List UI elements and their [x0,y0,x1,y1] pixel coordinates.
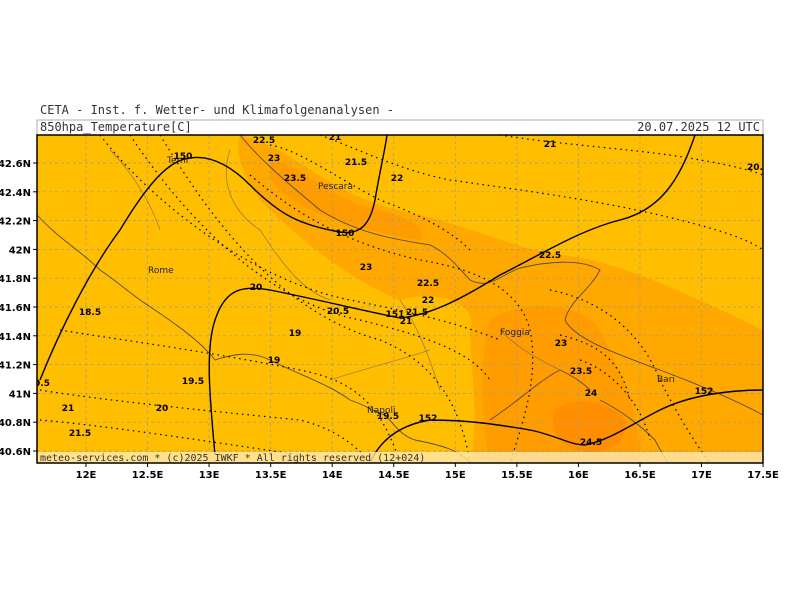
contour-label: 23.5 [570,367,592,377]
map-area: Terni Pescara Rome Foggia Napoli Bari 21 22.5 15… [34,133,763,464]
city-label: Napoli [367,406,395,416]
contour-label: 19 [268,356,281,366]
lat-label: 41.8N [0,274,31,285]
header-field: 850hpa_Temperature[C] [40,120,192,134]
contour-label: 19.5 [182,377,204,387]
contour-label: 23 [268,154,281,164]
geopotential-151 [208,135,696,456]
lat-label: 40.6N [0,447,31,458]
contour-label: 21.5 [406,308,428,318]
isotherms-east [249,135,763,463]
lat-label: 41.4N [0,332,31,343]
contour-label: 22 [422,296,435,306]
contour-label: 21.5 [345,158,367,168]
footer-copyright: meteo-services.com * (c)2025 IWKF * All … [40,453,425,464]
lat-label: 41.6N [0,303,31,314]
header-datetime: 20.07.2025 12 UTC [637,120,760,134]
contour-label: 22.5 [539,251,561,261]
contour-label: 24.5 [580,438,602,448]
coastline-adriatic [239,135,763,416]
field-hottest [553,401,626,453]
lon-label: 16.5E [624,470,656,481]
contour-label: 22.5 [417,279,439,289]
contour-label: 21.5 [69,429,91,439]
contour-label: 150 [336,229,355,239]
lat-label: 40.8N [0,418,31,429]
lon-label: 17.5E [747,470,779,481]
field-warmer [268,160,422,240]
contour-label: 21 [544,140,557,150]
graticule [37,135,763,463]
contour-label: 23.5 [284,174,306,184]
lon-label: 12E [76,470,97,481]
lon-label: 12.5E [132,470,164,481]
lat-label: 42.2N [0,217,31,228]
contour-label: 152 [419,414,438,424]
lat-label: 41.2N [0,361,31,372]
axes: 42.6N 42.4N 42.2N 42N 41.8N 41.6N 41.4N 41.2N 41… [0,159,779,481]
contour-label: 20. [747,163,763,173]
city-label: Pescara [318,182,353,192]
lon-label: 15E [445,470,466,481]
contour-label: 18.5 [79,308,101,318]
city-label: Terni [166,156,188,166]
lon-label: 15.5E [501,470,533,481]
contour-label: 19 [289,329,302,339]
plot-frame [36,134,764,464]
lat-label: 42.6N [0,159,31,170]
lon-label: 14E [322,470,343,481]
city-label: Foggia [500,328,530,338]
contour-label: 20.5 [327,307,349,317]
contour-label: 23 [360,263,373,273]
contour-label: 21 [62,404,75,414]
contour-label: 24 [585,389,598,399]
geopotential-150 [39,135,388,381]
contour-label: 21 [329,133,342,143]
contour-label: 22 [391,174,404,184]
lon-label: 16E [568,470,589,481]
lat-label: 42.4N [0,188,31,199]
contour-label: 152 [695,387,714,397]
lon-label: 13.5E [255,470,287,481]
contour-label: 19.5 [377,412,399,422]
header-source: CETA - Inst. f. Wetter- und Klimafolgena… [40,103,394,117]
contour-label: 151 [386,310,405,320]
contour-label: 150 [174,152,193,162]
city-label: Bari [657,375,675,385]
lon-label: 14.5E [378,470,410,481]
map-labels: Terni Pescara Rome Foggia Napoli Bari 21 22.5 15… [34,133,763,448]
geopotential-152 [369,389,763,463]
lat-label: 42N [9,245,31,256]
footer-bar [37,452,763,463]
lon-label: 17E [691,470,712,481]
contour-label: 20 [156,404,169,414]
contour-label: 0.5 [34,379,50,389]
contour-label: 22.5 [253,136,275,146]
contour-label: 21 [400,317,413,327]
lat-label: 41N [9,389,31,400]
contour-label: 20 [250,283,263,293]
coastline-tyrrhenian [37,214,471,463]
lon-label: 13E [199,470,220,481]
contour-label: 23 [555,339,568,349]
regional-borders [109,149,561,391]
city-label: Rome [148,266,174,276]
